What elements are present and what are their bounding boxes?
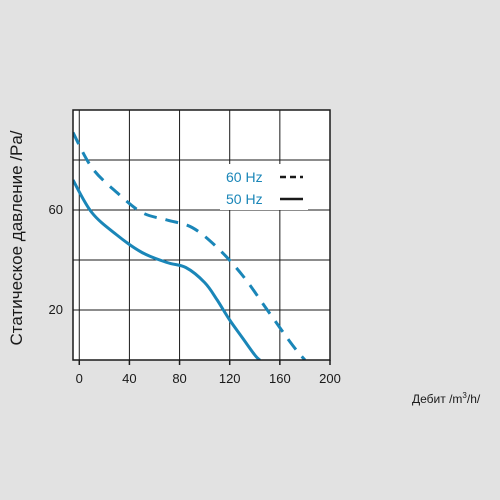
x-tick-label: 200 xyxy=(319,371,341,386)
legend-background xyxy=(220,164,308,210)
legend-label-50hz: 50 Hz xyxy=(226,191,263,207)
x-axis-title: Дебит /m3/h/ xyxy=(412,391,481,406)
y-tick-label: 20 xyxy=(49,302,63,317)
plot-background xyxy=(73,110,330,360)
legend: 60 Hz 50 Hz xyxy=(220,164,308,210)
legend-label-60hz: 60 Hz xyxy=(226,169,263,185)
y-axis-title: Статическое давление /Pa/ xyxy=(7,130,26,345)
series-lines xyxy=(73,131,307,360)
x-tick-label: 80 xyxy=(172,371,186,386)
x-tick-label: 0 xyxy=(76,371,83,386)
x-tick-label: 160 xyxy=(269,371,291,386)
x-tick-label: 120 xyxy=(219,371,241,386)
grid-lines xyxy=(73,110,330,360)
series-line-60hz xyxy=(73,131,307,360)
x-axis-title-main: Дебит /m xyxy=(412,392,462,406)
x-tick-label: 40 xyxy=(122,371,136,386)
plot-frame xyxy=(72,109,331,361)
series-line-50hz xyxy=(73,179,261,360)
x-axis-title-sup: 3 xyxy=(462,391,467,400)
x-tick-labels: 0 40 80 120 160 200 xyxy=(76,371,341,386)
y-tick-label: 60 xyxy=(49,202,63,217)
x-tick-marks xyxy=(78,360,331,365)
x-axis-title-end: /h/ xyxy=(467,392,481,406)
